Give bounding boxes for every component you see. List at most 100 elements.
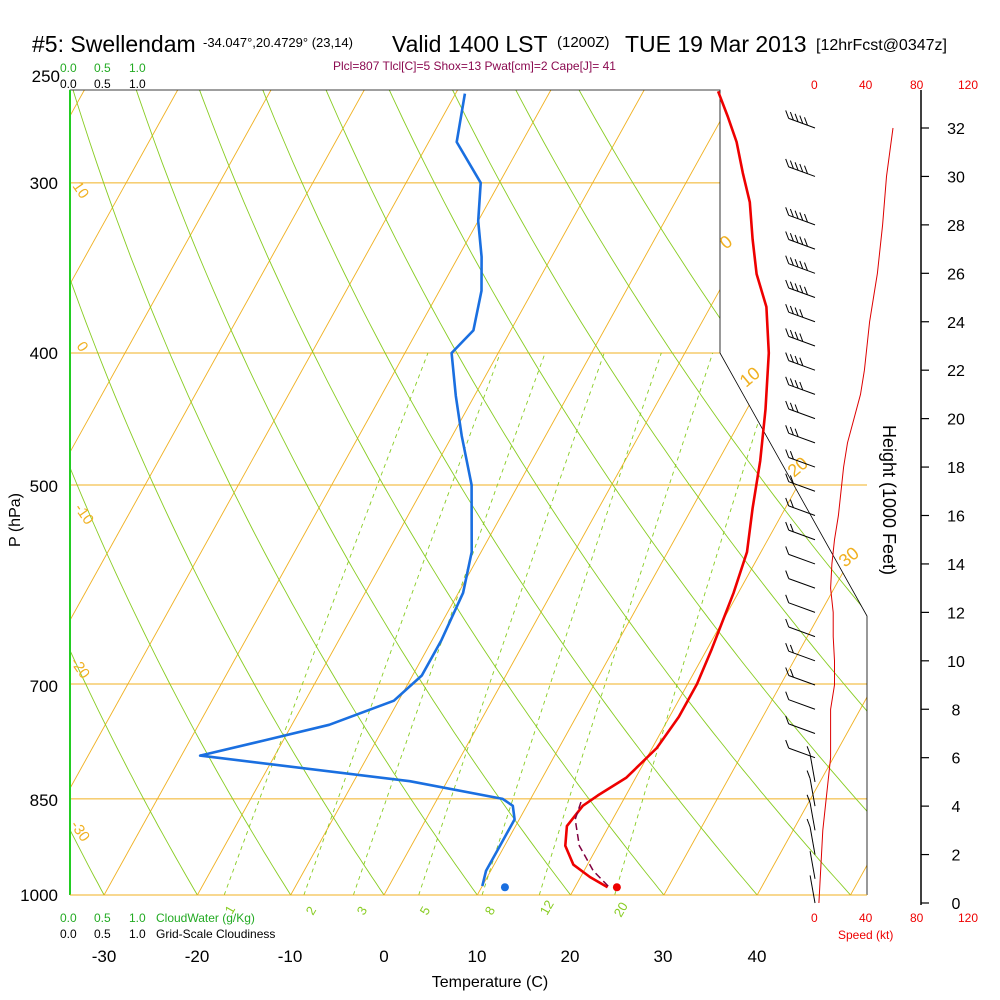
wind-barb-feather [785, 715, 790, 725]
wind-barb-feather [785, 570, 790, 579]
isotherm-label-left-neg10: -10 [71, 501, 97, 529]
mixing-ratio-1 [223, 352, 429, 895]
cw-bot-0: 0.0 [60, 911, 77, 925]
isotherm--30 [87, 90, 587, 895]
p-tick-250: 250 [32, 67, 60, 86]
height-tick-22: 22 [947, 363, 965, 380]
wind-barb-feather [794, 113, 799, 122]
p-tick-300: 300 [30, 174, 58, 193]
wind-barb-feather [789, 305, 794, 315]
spd-bot-3: 120 [958, 911, 978, 925]
wind-barb-feather [785, 352, 790, 361]
wind-barb-feather [789, 208, 794, 218]
wind-barb-feather [785, 594, 790, 603]
isotherm--20 [180, 90, 681, 895]
cl-top-2: 1.0 [129, 77, 146, 91]
t-tick-20: 20 [561, 947, 580, 966]
mixing-ratio-12 [538, 352, 714, 895]
isotherm--50 [70, 90, 401, 895]
wind-barb-feather [799, 236, 804, 245]
cw-top-0: 0.0 [60, 61, 77, 75]
p-tick-850: 850 [30, 791, 58, 810]
height-tick-18: 18 [947, 460, 965, 477]
height-tick-32: 32 [947, 121, 965, 138]
dry-adiabat--30 [70, 90, 121, 895]
wind-barb-feather [794, 380, 799, 389]
parcel-line [574, 798, 609, 887]
t-tick-0: 0 [379, 947, 388, 966]
wind-barb-feather [785, 376, 790, 385]
cw-bot-1: 0.5 [94, 911, 111, 925]
t-tick-neg30: -30 [92, 947, 117, 966]
dewpoint-line [198, 93, 516, 887]
wind-barb-feather [806, 818, 811, 828]
wind-barb-feather [799, 260, 804, 270]
t-tick-40: 40 [748, 947, 767, 966]
wind-barb-feather [799, 212, 804, 221]
wind-barb-shaft [809, 875, 816, 904]
wind-barb-feather [804, 238, 808, 247]
wind-barb-shaft [788, 408, 816, 420]
spd-top-1: 40 [859, 78, 873, 92]
wind-barb-shaft [788, 481, 816, 492]
wind-barb-shaft [809, 802, 816, 831]
isotherm-label-right-20: 20 [784, 453, 812, 481]
wind-barb-feather [789, 354, 794, 363]
wind-barb-shaft [788, 747, 816, 759]
wind-barb-feather [785, 521, 790, 531]
wind-barb-feather [789, 281, 794, 290]
wind-barb-feather [799, 163, 804, 173]
isotherm-30 [647, 90, 867, 895]
wind-barb-feather [785, 546, 790, 555]
mixing-label-8: 8 [482, 904, 499, 918]
wind-barb-feather [794, 210, 799, 219]
wind-barb-feather [806, 746, 811, 755]
isotherm-50 [834, 90, 867, 895]
dry-adiabat-lines [70, 90, 867, 895]
wind-barb-feather [794, 259, 799, 268]
mixing-ratio-3 [352, 352, 546, 895]
wind-barb-shaft [809, 851, 816, 879]
spd-bot-0: 0 [811, 911, 818, 925]
isotherm-label-right-10: 10 [736, 363, 764, 391]
forecast-info: [12hrFcst@0347z] [816, 37, 947, 54]
height-tick-12: 12 [947, 605, 965, 622]
isotherm--90 [0, 26, 27, 924]
wind-barb-feather [794, 355, 799, 365]
wind-barb-feather [789, 257, 794, 266]
isotherm--80 [70, 90, 121, 895]
wind-barbs [785, 110, 816, 904]
wind-barb-feather [785, 667, 790, 676]
mixing-ratio-lines [223, 352, 781, 895]
wind-barb-feather [794, 162, 799, 171]
height-tick-16: 16 [947, 509, 965, 526]
wind-barb-feather [804, 213, 808, 223]
zulu-time: (1200Z) [557, 34, 610, 51]
wind-barb-feather [799, 357, 804, 366]
temperature-line [564, 90, 771, 889]
wind-barb-feather [794, 234, 799, 244]
wind-barb-feather [785, 255, 790, 264]
bottom-speed-scale: 0 40 80 120 Speed (kt) [811, 911, 978, 942]
wind-barb-feather [785, 449, 790, 458]
height-tick-6: 6 [952, 751, 961, 768]
wind-barb-feather [794, 404, 799, 413]
bottom-cloudwater-scale: 0.0 0.5 1.0 CloudWater (g/Kg) 0.0 0.5 1.… [60, 911, 275, 941]
height-tick-30: 30 [947, 169, 965, 186]
wind-barb-feather [789, 233, 794, 242]
mixing-ratio-20 [614, 352, 781, 895]
speed-title: Speed (kt) [838, 928, 893, 942]
wind-barb-feather [785, 158, 790, 168]
surface-dewpoint-point [500, 883, 509, 892]
wind-barb-feather [785, 304, 790, 313]
wind-barb-feather [785, 473, 790, 482]
wind-barb-feather [789, 451, 794, 460]
top-speed-scale: 0 40 80 120 [811, 78, 978, 92]
t-tick-neg10: -10 [278, 947, 303, 966]
mixing-label-2: 2 [303, 904, 320, 918]
wind-barb-feather [789, 329, 794, 339]
wind-barb-feather [785, 231, 790, 240]
wind-barb-feather [799, 309, 804, 318]
dry-adiabat-90 [544, 90, 867, 895]
